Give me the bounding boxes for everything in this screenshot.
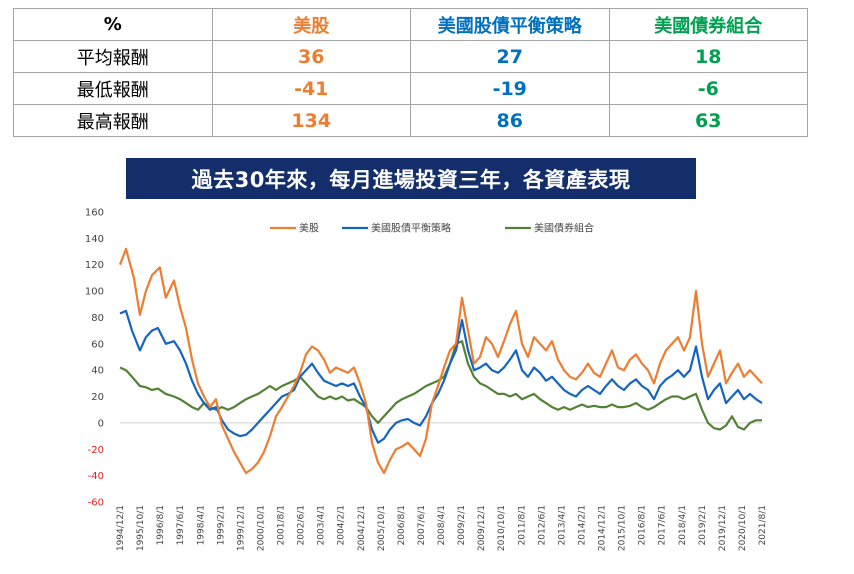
y-tick-label: 120 [85, 260, 104, 271]
cell-value: 36 [211, 40, 411, 73]
row-label: 最高報酬 [13, 104, 213, 137]
row-average: 平均報酬 36 27 18 [13, 40, 808, 73]
cell-value: -41 [211, 72, 411, 105]
x-tick-label: 2020/10/1 [738, 505, 748, 551]
cell-value: 27 [410, 40, 610, 73]
series-line-balanced [119, 309, 763, 444]
y-tick-label: 80 [91, 313, 104, 324]
x-tick-label: 2014/2/1 [577, 505, 587, 545]
x-tick-label: 1995/10/1 [136, 505, 146, 551]
header-unit: % [13, 8, 213, 41]
y-tick-label: 60 [91, 339, 104, 350]
y-tick-label: -60 [88, 498, 104, 509]
summary-header-row: % 美股 美國股債平衡策略 美國債券組合 [13, 8, 808, 41]
cell-value: -6 [608, 72, 808, 105]
x-tick-label: 2008/4/1 [437, 505, 447, 545]
y-tick-label: 140 [85, 234, 104, 245]
cell-value: 63 [608, 104, 808, 137]
x-tick-label: 2017/6/1 [658, 505, 668, 545]
series-layer [118, 247, 763, 475]
x-tick-label: 2012/6/1 [537, 505, 547, 545]
cell-value: -19 [410, 72, 610, 105]
cell-value: 18 [608, 40, 808, 73]
x-tick-label: 2015/10/1 [618, 505, 628, 551]
x-tick-label: 2018/4/1 [678, 505, 688, 545]
summary-table: % 美股 美國股債平衡策略 美國債券組合 平均報酬 36 27 18 最低報酬 … [13, 8, 808, 137]
row-label: 平均報酬 [13, 40, 213, 73]
chart-legend: 美股 美國股債平衡策略 美國債券組合 [270, 222, 594, 235]
chart-title: 過去30年來，每月進場投資三年，各資產表現 [126, 158, 696, 199]
x-tick-label: 2000/10/1 [256, 505, 266, 551]
x-axis: 1994/12/1 1995/10/1 1996/8/1 1997/6/1 1998/4… [116, 422, 768, 551]
x-tick-label: 2001/8/1 [277, 505, 287, 545]
legend-label-bond: 美國債券組合 [534, 222, 594, 235]
x-tick-label: 1999/2/1 [216, 505, 226, 545]
y-tick-label: -40 [88, 471, 104, 482]
x-tick-label: 1998/4/1 [196, 505, 206, 545]
cell-value: 134 [211, 104, 411, 137]
y-tick-label: 100 [85, 287, 104, 298]
y-tick-label: 40 [91, 366, 104, 377]
legend-label-balanced: 美國股債平衡策略 [371, 222, 451, 235]
x-tick-label: 2009/12/1 [477, 505, 487, 551]
x-tick-label: 1999/12/1 [236, 505, 246, 551]
y-tick-label: 160 [85, 208, 104, 219]
y-tick-label: 20 [91, 392, 104, 403]
row-minimum: 最低報酬 -41 -19 -6 [13, 72, 808, 105]
header-balanced: 美國股債平衡策略 [410, 8, 610, 41]
x-tick-label: 2013/4/1 [557, 505, 567, 545]
header-bonds: 美國債券組合 [608, 8, 808, 41]
y-axis: 160 140 120 100 80 60 40 20 0 -20 -40 -60 [85, 208, 104, 509]
x-tick-label: 2004/12/1 [357, 505, 367, 551]
x-tick-label: 2019/12/1 [718, 505, 728, 551]
y-tick-label: -20 [88, 445, 104, 456]
x-tick-label: 2009/2/1 [457, 505, 467, 545]
x-tick-label: 1996/8/1 [156, 505, 166, 545]
x-tick-label: 2004/2/1 [337, 505, 347, 545]
x-tick-label: 2021/8/1 [758, 505, 768, 545]
legend-label-us: 美股 [299, 222, 319, 235]
x-tick-label: 2019/2/1 [698, 505, 708, 545]
row-maximum: 最高報酬 134 86 63 [13, 104, 808, 137]
line-chart: 160 140 120 100 80 60 40 20 0 -20 -40 -60 1994/12/1… [85, 208, 768, 552]
x-tick-label: 1994/12/1 [116, 505, 126, 551]
series-line-bond [119, 340, 762, 431]
x-tick-label: 2014/12/1 [598, 505, 608, 551]
y-tick-label: 0 [98, 418, 104, 429]
x-tick-label: 2016/8/1 [638, 505, 648, 545]
x-tick-label: 2007/6/1 [417, 505, 427, 545]
x-tick-label: 2002/6/1 [297, 505, 307, 545]
x-tick-label: 2005/10/1 [377, 505, 387, 551]
x-tick-label: 2003/4/1 [317, 505, 327, 545]
row-label: 最低報酬 [13, 72, 213, 105]
x-tick-label: 2010/10/1 [497, 505, 507, 551]
x-tick-label: 2011/8/1 [517, 505, 527, 545]
x-tick-label: 1997/6/1 [176, 505, 186, 545]
cell-value: 86 [410, 104, 610, 137]
header-us-stocks: 美股 [211, 8, 411, 41]
series-line-us [118, 247, 763, 475]
x-tick-label: 2006/8/1 [397, 505, 407, 545]
